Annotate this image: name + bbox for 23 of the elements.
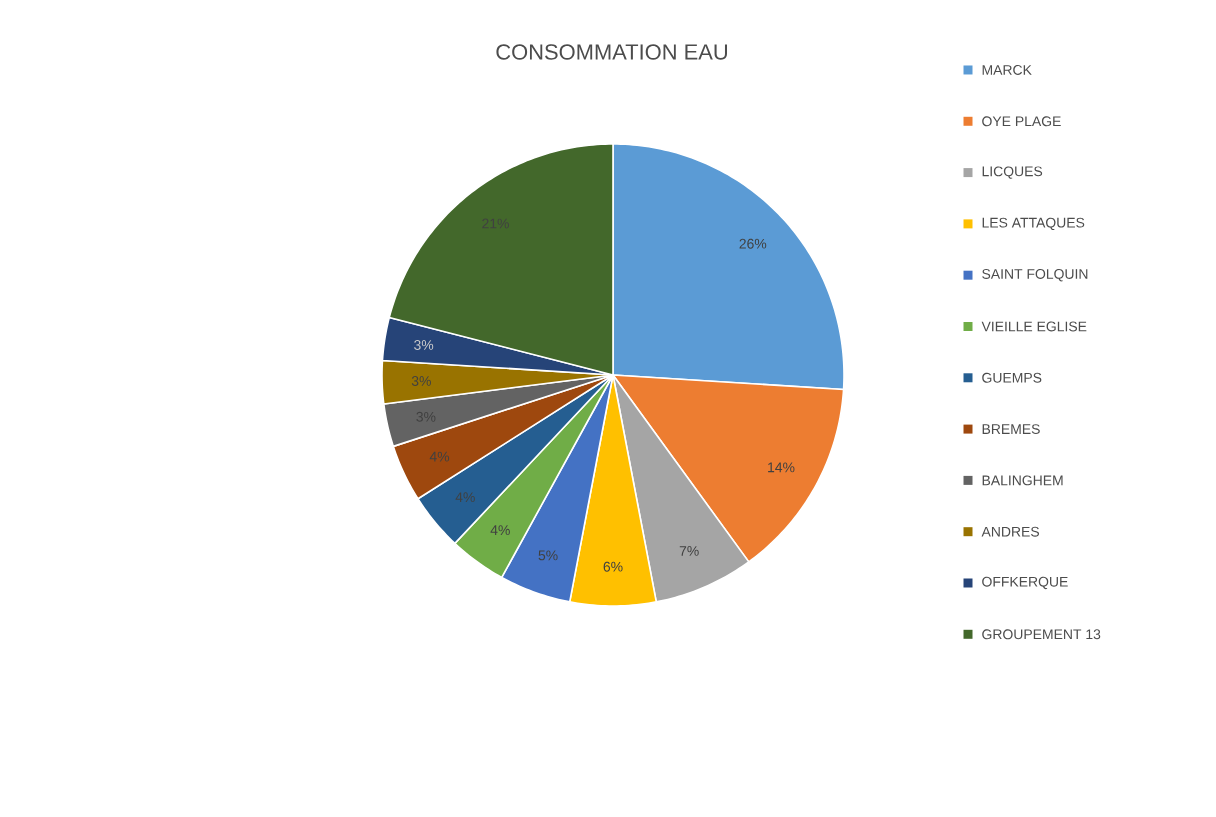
data-label: 5% (538, 550, 558, 561)
legend-label: MARCK (982, 65, 1032, 75)
legend-label: SAINT FOLQUIN (982, 268, 1088, 282)
legend-label: BREMES (982, 424, 1040, 435)
legend-label: VIEILLE EGLISE (981, 321, 1087, 332)
data-label: 4% (429, 451, 450, 462)
data-label: 3% (411, 376, 431, 386)
legend-label: GROUPEMENT 13 (982, 629, 1101, 640)
data-label: 7% (679, 546, 699, 556)
data-label: 6% (603, 561, 623, 572)
legend-label: ANDRES (981, 526, 1040, 537)
legend-label: OFFKERQUE (982, 576, 1068, 590)
data-label: 4% (490, 525, 510, 535)
data-label: 3% (414, 340, 434, 350)
data-label: 4% (455, 492, 475, 503)
legend-label: GUEMPS (982, 372, 1042, 383)
legend-label: OYE PLAGE (982, 116, 1061, 127)
legend-label: LES ATTAQUES (982, 217, 1085, 231)
legend-label: LICQUES (982, 166, 1043, 179)
data-label: 26% (739, 238, 767, 249)
legend-label: BALINGHEM (982, 475, 1063, 486)
data-label: 14% (768, 462, 795, 473)
chart-title: CONSOMMATION EAU (496, 44, 727, 60)
